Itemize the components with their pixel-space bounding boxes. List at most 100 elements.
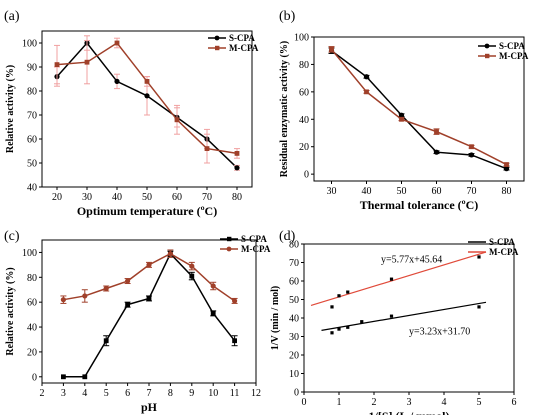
y-tick-label: 40 [289, 314, 299, 325]
x-tick-label: 0 [302, 397, 307, 408]
y-tick-label: 60 [27, 298, 37, 309]
data-point [232, 298, 238, 304]
data-point [364, 89, 369, 95]
data-point [144, 93, 150, 99]
legend-marker [214, 35, 220, 41]
data-point [103, 285, 109, 292]
series-s-cpa [321, 301, 487, 335]
data-point [503, 166, 510, 172]
x-tick-label: 11 [230, 388, 240, 399]
x-tick-label: 4 [82, 388, 87, 399]
legend-label: M-CPA [229, 43, 259, 53]
x-axis-title: 1/[S] (L / mmol) [369, 409, 450, 415]
x-tick-label: 20 [52, 192, 62, 203]
data-point [469, 144, 474, 150]
data-point [330, 305, 334, 309]
plot-frame [303, 243, 515, 393]
data-point [189, 273, 195, 279]
panel-label: (a) [4, 9, 20, 24]
data-point [61, 374, 66, 380]
x-tick-label: 60 [172, 192, 182, 203]
data-point [210, 310, 216, 316]
y-tick-label: 0 [294, 388, 299, 399]
data-point [125, 302, 130, 308]
x-tick-label: 80 [232, 192, 242, 203]
data-point [433, 149, 440, 155]
data-point [60, 297, 66, 303]
data-point [477, 255, 481, 259]
data-point [167, 251, 173, 257]
x-tick-label: 6 [512, 397, 517, 408]
x-tick-label: 8 [168, 388, 173, 399]
x-tick-label: 70 [467, 186, 477, 197]
plot-frame [313, 36, 525, 182]
data-point [434, 129, 439, 135]
series-m-cpa [310, 251, 487, 309]
data-point [363, 74, 370, 80]
series-s-cpa [61, 250, 238, 380]
y-tick-label: 100 [22, 248, 37, 259]
y-tick-label: 10 [289, 369, 299, 380]
fit-equation: y=5.77x+45.64 [381, 255, 442, 266]
y-tick-label: 80 [27, 273, 37, 284]
data-point [125, 278, 131, 284]
y-tick-label: 30 [289, 332, 299, 343]
x-tick-label: 30 [82, 192, 92, 203]
series-line [331, 50, 507, 170]
legend-marker [226, 246, 232, 252]
legend-label: S-CPA [499, 41, 525, 51]
data-point [468, 152, 475, 158]
x-axis-title: pH [141, 400, 158, 414]
data-point [329, 46, 334, 52]
x-tick-label: 5 [477, 397, 482, 408]
x-axis-title: Thermal tolerance (ºC) [360, 198, 479, 212]
data-point [234, 165, 240, 171]
x-tick-label: 2 [372, 397, 377, 408]
x-tick-label: 10 [208, 388, 218, 399]
data-point [234, 151, 240, 156]
x-tick-label: 40 [112, 192, 122, 203]
x-tick-label: 1 [337, 397, 342, 408]
y-tick-label: 40 [27, 323, 37, 334]
x-axis-title: Optimum temperature (ºC) [77, 204, 217, 218]
panel-b: (b) 30 40 50 60 70 80 0 20 40 60 80 100 Thermal toler… [279, 9, 529, 212]
panel-label: (c) [4, 229, 20, 244]
y-axis-title: Relative activity (%) [5, 267, 16, 355]
legend-marker [484, 43, 490, 49]
legend-label: M-CPA [489, 247, 519, 257]
series-m-cpa [60, 249, 238, 304]
legend-label: S-CPA [241, 234, 267, 244]
legend-label: S-CPA [229, 33, 255, 43]
y-tick-label: 20 [299, 142, 309, 153]
series-m-cpa [328, 46, 510, 167]
x-tick-label: 3 [61, 388, 66, 399]
data-point [82, 374, 88, 380]
legend-marker [227, 236, 232, 242]
x-tick-label: 5 [104, 388, 109, 399]
y-tick-label: 80 [299, 60, 309, 71]
series-s-cpa [54, 35, 240, 171]
data-point [54, 62, 60, 67]
x-tick-label: 6 [125, 388, 130, 399]
y-tick-label: 40 [27, 183, 37, 194]
data-point [504, 162, 509, 167]
legend-marker [485, 53, 490, 59]
data-point [360, 320, 364, 324]
y-tick-label: 70 [27, 111, 37, 122]
y-tick-label: 60 [299, 87, 309, 98]
y-tick-label: 90 [27, 63, 37, 74]
data-point [398, 112, 405, 118]
data-point [84, 59, 90, 65]
data-point [144, 79, 150, 84]
panel-c: (c) 2 3 4 5 6 7 8 9 10 11 12 0 20 40 60 80 100 pH Relative … [4, 229, 271, 414]
panel-a: (a) 20 30 40 50 60 70 80 40 50 60 70 80 90 100 Optimum … [4, 9, 259, 218]
fit-equation: y=3.23x+31.70 [409, 327, 470, 338]
panel-label: (b) [279, 9, 296, 24]
x-tick-label: 70 [202, 192, 212, 203]
y-axis-title: Relative activity (%) [5, 65, 16, 153]
data-point [330, 331, 334, 335]
y-tick-label: 20 [289, 351, 299, 362]
data-point [189, 263, 195, 269]
